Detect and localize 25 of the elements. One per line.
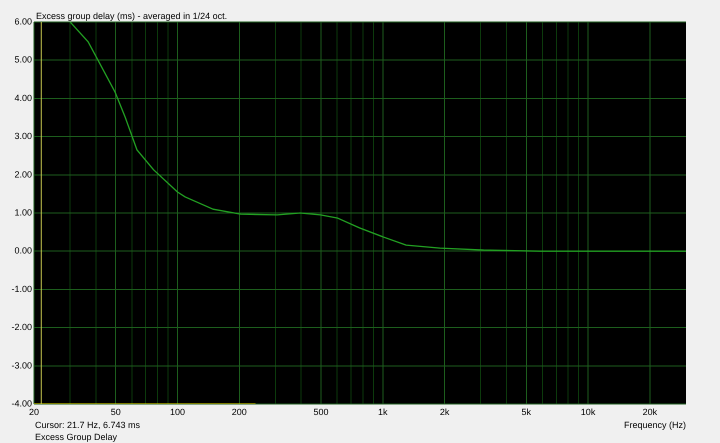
y-tick-label: 5.00 bbox=[14, 54, 32, 65]
chart-title: Excess group delay (ms) - averaged in 1/24 oct. bbox=[36, 10, 228, 21]
x-tick-label: 100 bbox=[170, 406, 186, 417]
x-axis-title: Frequency (Hz) bbox=[624, 420, 686, 430]
y-tick-label: -3.00 bbox=[11, 360, 32, 370]
y-tick-label: -4.00 bbox=[11, 398, 32, 408]
y-tick-label: 0.00 bbox=[14, 246, 32, 256]
x-tick-label: 1k bbox=[378, 406, 388, 417]
x-tick-label: 200 bbox=[232, 406, 247, 417]
y-tick-label: -1.00 bbox=[11, 284, 32, 294]
y-tick-label: -2.00 bbox=[11, 322, 32, 332]
x-tick-label: 2k bbox=[440, 406, 450, 417]
y-tick-label: 3.00 bbox=[14, 131, 32, 142]
x-tick-label: 500 bbox=[313, 406, 328, 417]
y-tick-label: 2.00 bbox=[14, 169, 32, 180]
text: Cursor: 21.7 Hz, 6.743 ms bbox=[35, 420, 141, 430]
x-tick-label: 5k bbox=[522, 406, 532, 417]
x-tick-label: 10k bbox=[580, 406, 596, 417]
x-tick-label: 50 bbox=[110, 406, 121, 417]
text: Excess Group Delay bbox=[35, 432, 118, 442]
x-tick-label: 20k bbox=[642, 406, 658, 417]
y-tick-label: 4.00 bbox=[14, 92, 32, 103]
y-tick-label: 1.00 bbox=[14, 207, 32, 218]
x-tick-label: 20 bbox=[28, 406, 40, 417]
y-tick-label: 6.00 bbox=[14, 16, 32, 26]
